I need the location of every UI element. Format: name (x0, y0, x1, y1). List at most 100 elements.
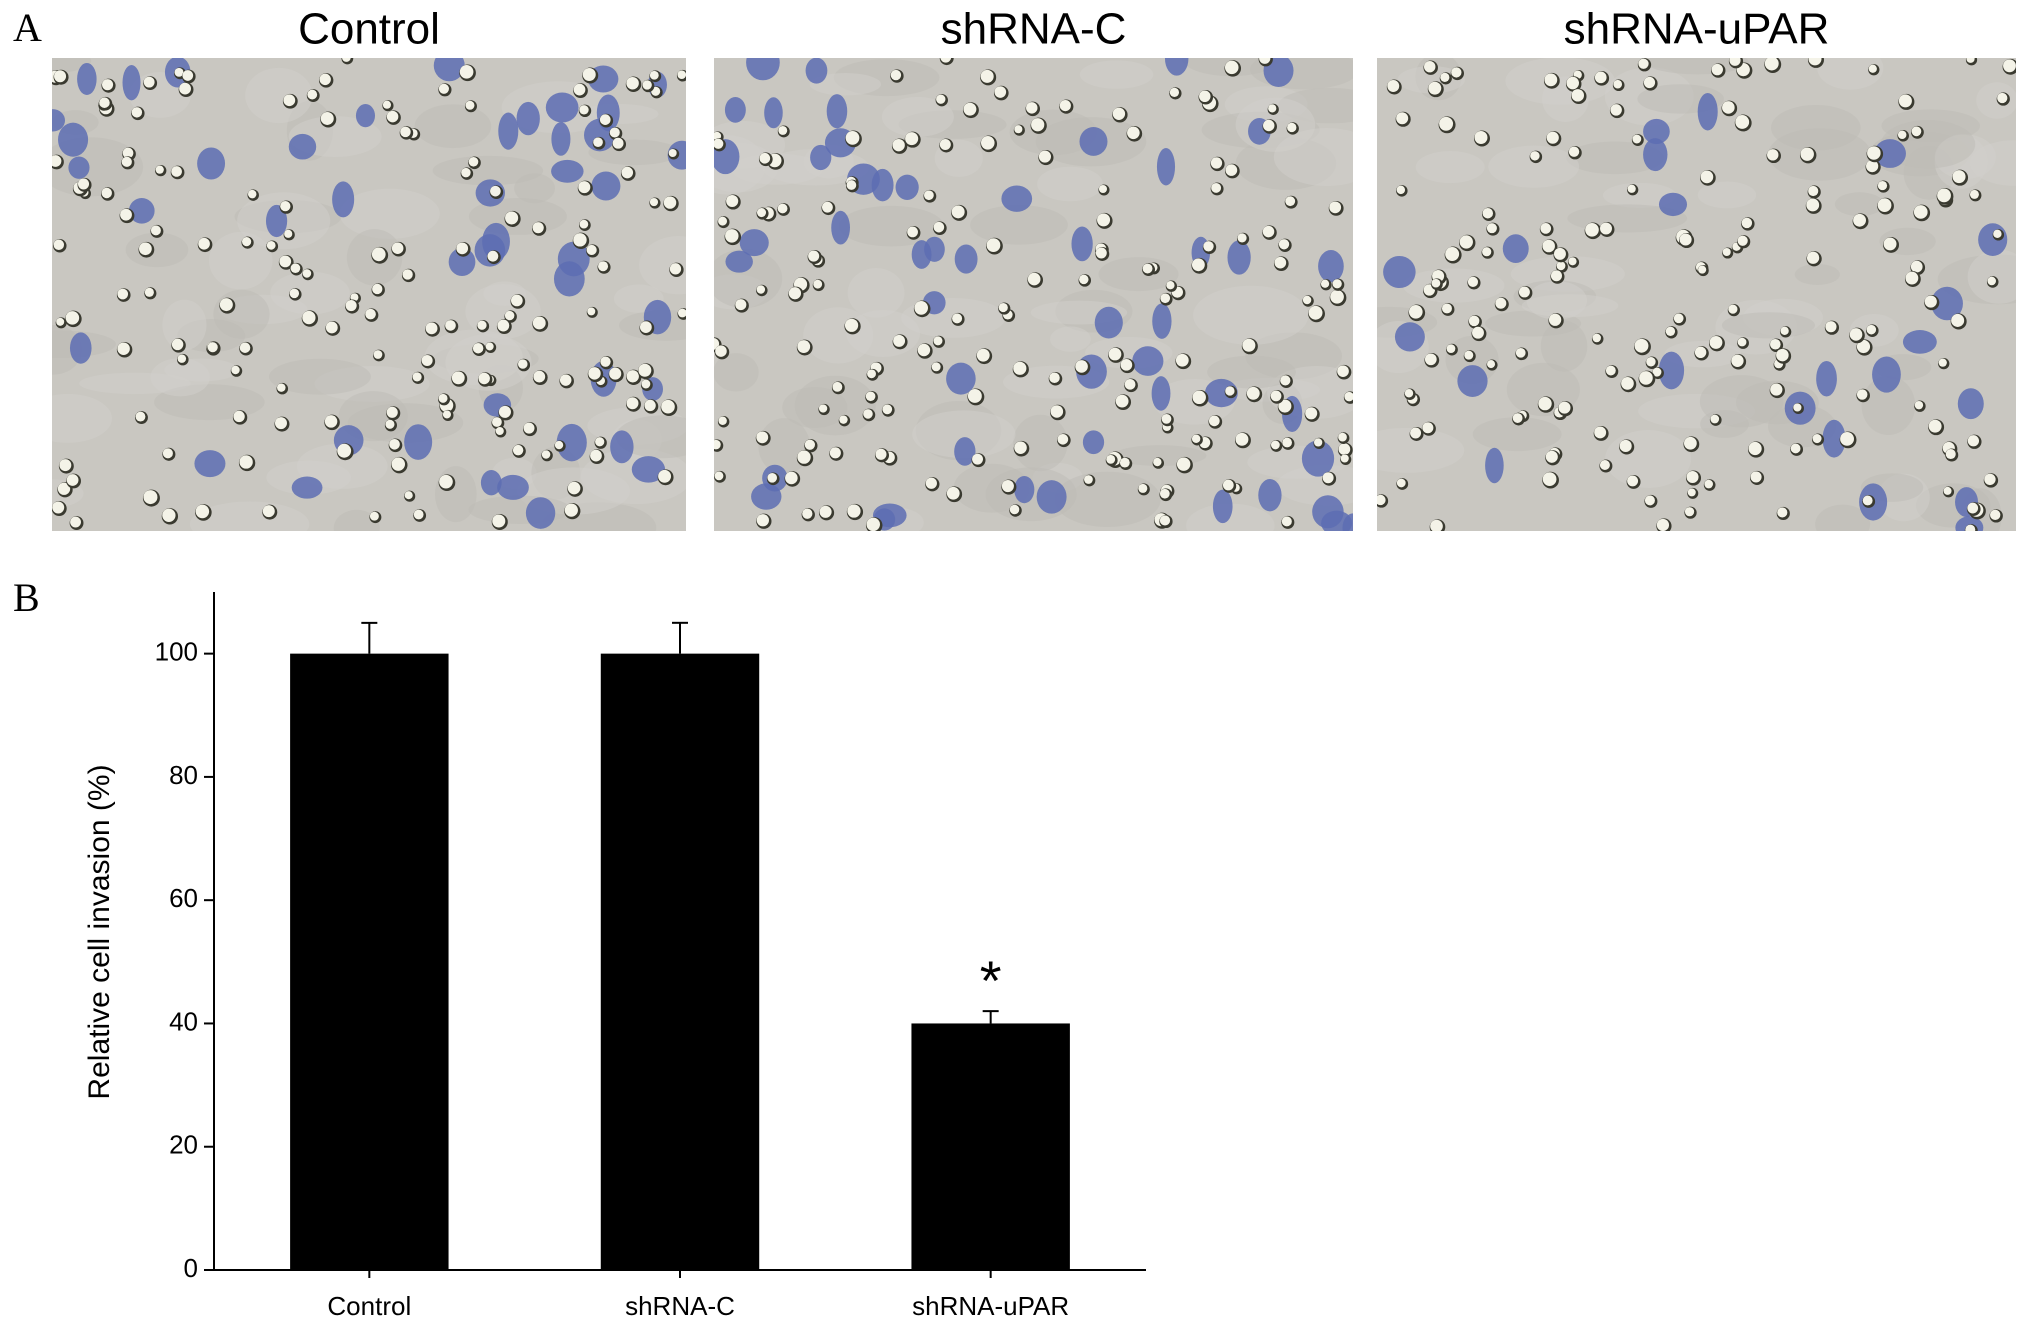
pore-center (385, 419, 395, 429)
texture (970, 205, 1068, 245)
pore-center (1686, 470, 1699, 484)
cell (1485, 447, 1504, 484)
pore-center (638, 363, 652, 377)
cell (1036, 480, 1067, 514)
cell (1258, 478, 1282, 512)
pore-center (174, 67, 184, 77)
pore-center (1396, 478, 1406, 488)
pore-center (413, 509, 424, 520)
pore-center (663, 196, 677, 209)
pore-center (1049, 372, 1060, 384)
pore-center (1556, 261, 1566, 271)
pore-center (1387, 80, 1400, 92)
pore-center (714, 471, 724, 481)
pore-center (117, 342, 130, 355)
pore-center (1344, 391, 1353, 402)
cell (810, 144, 832, 171)
pore-center (372, 283, 383, 295)
pore-center (759, 152, 771, 164)
pore-center (1764, 58, 1779, 71)
pore-center (1287, 122, 1297, 133)
texture (213, 289, 270, 339)
pore-center (788, 287, 802, 300)
pore-center (808, 250, 820, 262)
texture (847, 268, 905, 318)
micrographs (52, 58, 2016, 531)
pore-center (1806, 198, 1820, 212)
pore-center (231, 365, 240, 375)
cell (1301, 440, 1335, 477)
cell (1394, 322, 1425, 352)
pore-center (1097, 213, 1111, 227)
pore-center (1001, 480, 1014, 493)
pore-center (936, 94, 946, 104)
pore-center (578, 181, 591, 194)
pore-center (1969, 189, 1979, 199)
cell (1383, 255, 1416, 289)
pore-center (505, 211, 519, 225)
pore-center (162, 448, 173, 459)
cell (553, 261, 585, 297)
pore-center (1600, 222, 1612, 235)
pore-center (1737, 235, 1748, 246)
y-tick-label: 100 (155, 637, 198, 667)
cell (610, 430, 634, 464)
cell (1151, 376, 1171, 411)
pore-center (1305, 407, 1318, 420)
cell (551, 159, 584, 183)
pore-center (1059, 100, 1071, 112)
cell (1156, 147, 1176, 186)
pore-center (1322, 472, 1334, 484)
pore-center (1741, 217, 1753, 229)
pore-center (1302, 295, 1312, 305)
pore-center (307, 89, 318, 100)
pore-center (907, 226, 918, 238)
pore-center (1235, 432, 1249, 446)
pore-center (1767, 149, 1779, 161)
pore-center (587, 307, 596, 316)
pore-center (1098, 184, 1108, 194)
pore-center (207, 342, 218, 353)
pore-center (478, 372, 490, 385)
pore-center (963, 102, 977, 116)
pore-center (1330, 289, 1344, 304)
pore-center (421, 354, 433, 366)
pore-center (1050, 405, 1064, 418)
pore-center (832, 381, 843, 392)
pore-center (1208, 415, 1220, 427)
pore-center (1638, 58, 1649, 69)
cell (1152, 303, 1172, 339)
texture (52, 58, 92, 73)
pore-center (179, 82, 191, 95)
pore-center (1075, 360, 1088, 373)
pore-center (1898, 94, 1912, 108)
pore-center (1793, 403, 1802, 412)
pore-center (715, 345, 727, 357)
pore-center (1084, 475, 1093, 484)
pore-center (642, 80, 652, 90)
texture (809, 73, 882, 96)
pore-center (1987, 276, 1996, 286)
pore-center (1683, 436, 1697, 450)
pore-center (1410, 427, 1422, 439)
pore-center (1613, 79, 1623, 89)
pore-center (266, 240, 276, 250)
panel-label: A (13, 5, 42, 50)
pore-center (593, 137, 603, 148)
pore-center (1938, 358, 1947, 367)
texture (1566, 141, 1664, 175)
pore-center (735, 299, 747, 311)
pore-center (198, 237, 210, 250)
pore-center (425, 322, 438, 335)
pore-center (1542, 472, 1557, 486)
texture (1605, 430, 1692, 488)
y-tick-label: 0 (184, 1253, 198, 1283)
pore-center (1439, 116, 1454, 131)
cell (1874, 139, 1906, 168)
pore-center (391, 457, 406, 471)
texture (189, 501, 310, 531)
bar (600, 653, 760, 1270)
cell (1079, 127, 1108, 156)
pore-center (404, 491, 413, 500)
cell (1318, 250, 1344, 283)
